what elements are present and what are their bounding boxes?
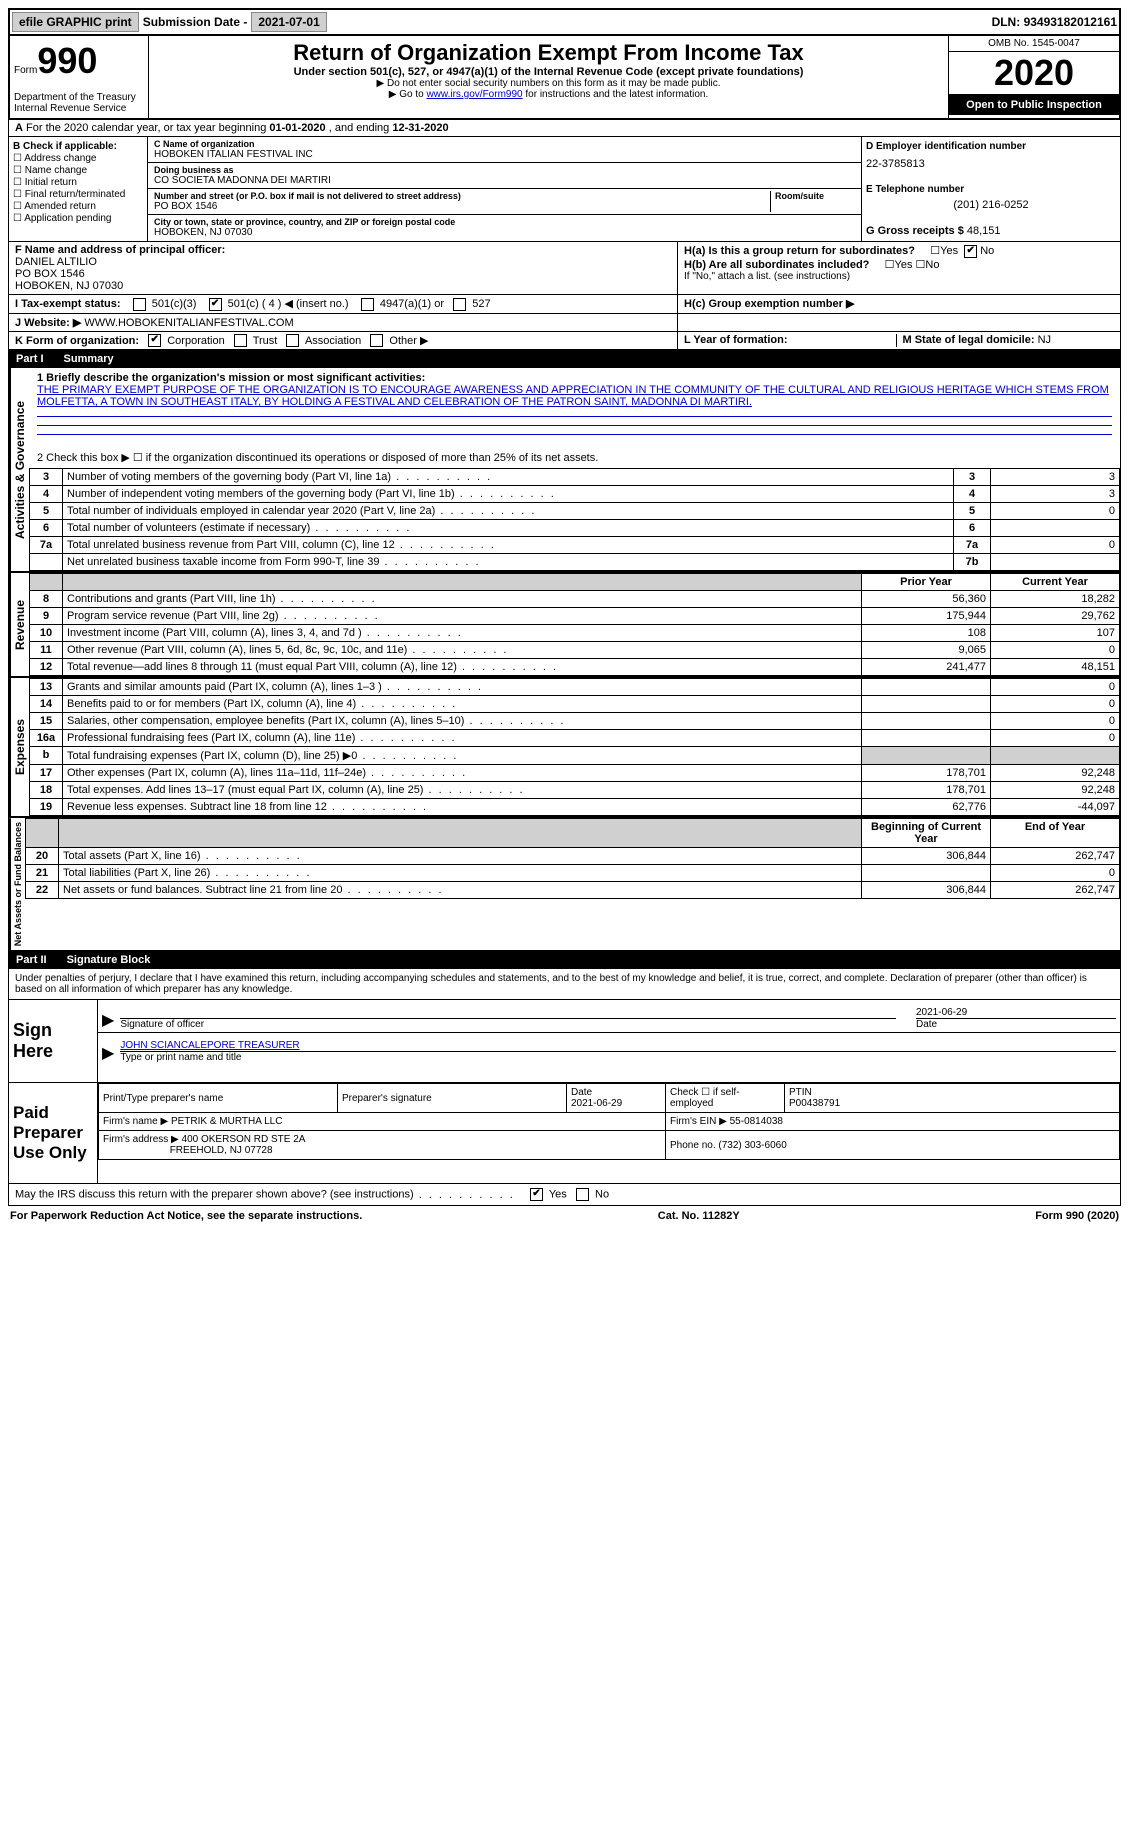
dba: CO SOCIETA MADONNA DEI MARTIRI: [154, 175, 855, 186]
form-box: Form 990 Department of the Treasury Inte…: [10, 36, 149, 118]
section-bcd: B Check if applicable: ☐ Address change …: [8, 137, 1121, 242]
website: WWW.HOBOKENITALIANFESTIVAL.COM: [81, 317, 293, 329]
row-a: A For the 2020 calendar year, or tax yea…: [8, 120, 1121, 137]
chk-amended[interactable]: ☐ Amended return: [13, 201, 143, 212]
form-subtitle: Under section 501(c), 527, or 4947(a)(1)…: [153, 66, 944, 78]
discuss-yes[interactable]: [530, 1188, 543, 1201]
efile-badge: efile GRAPHIC print: [12, 12, 139, 32]
title-box: Return of Organization Exempt From Incom…: [149, 36, 948, 118]
preparer-table: Print/Type preparer's name Preparer's si…: [98, 1083, 1120, 1160]
col-d: D Employer identification number 22-3785…: [861, 137, 1120, 241]
tax-year: 2020: [949, 52, 1119, 95]
part2-body: Under penalties of perjury, I declare th…: [8, 969, 1121, 1206]
firm-ein: 55-0814038: [730, 1116, 783, 1127]
rev-table: Prior YearCurrent Year 8Contributions an…: [29, 573, 1120, 676]
omb-number: OMB No. 1545-0047: [949, 36, 1119, 52]
row-j: J Website: ▶ WWW.HOBOKENITALIANFESTIVAL.…: [8, 314, 1121, 332]
paid-prep-label: Paid Preparer Use Only: [9, 1083, 98, 1183]
hc: H(c) Group exemption number ▶: [678, 295, 1120, 313]
chk-initial[interactable]: ☐ Initial return: [13, 177, 143, 188]
gov-table: 3Number of voting members of the governi…: [29, 468, 1120, 571]
ein: 22-3785813: [866, 158, 1116, 170]
form-note1: ▶ Do not enter social security numbers o…: [153, 78, 944, 89]
tax-status: I Tax-exempt status: 501(c)(3) 501(c) ( …: [9, 295, 678, 313]
chk-name[interactable]: ☐ Name change: [13, 165, 143, 176]
firm-name: PETRIK & MURTHA LLC: [171, 1116, 283, 1127]
row-i: I Tax-exempt status: 501(c)(3) 501(c) ( …: [8, 295, 1121, 314]
side-governance: Activities & Governance: [9, 368, 29, 571]
col-c: C Name of organization HOBOKEN ITALIAN F…: [148, 137, 861, 241]
dept-label: Department of the Treasury Internal Reve…: [14, 92, 144, 114]
footer: For Paperwork Reduction Act Notice, see …: [8, 1206, 1121, 1226]
501c4-check[interactable]: [209, 298, 222, 311]
gross-receipts: G Gross receipts $ 48,151: [866, 225, 1116, 237]
line2: 2 Check this box ▶ ☐ if the organization…: [29, 447, 1120, 468]
ptin: P00438791: [789, 1098, 840, 1109]
arrow-icon: ▶: [102, 1043, 114, 1063]
discuss-row: May the IRS discuss this return with the…: [9, 1183, 1120, 1205]
subdate-value: 2021-07-01: [251, 12, 326, 32]
mission-text: THE PRIMARY EXEMPT PURPOSE OF THE ORGANI…: [37, 384, 1109, 408]
form-title: Return of Organization Exempt From Incom…: [153, 40, 944, 66]
col-h: H(a) Is this a group return for subordin…: [678, 242, 1120, 294]
part1-header: Part I Summary: [8, 350, 1121, 368]
col-b: B Check if applicable: ☐ Address change …: [9, 137, 148, 241]
net-table: Beginning of Current YearEnd of Year 20T…: [25, 818, 1120, 899]
side-expenses: Expenses: [9, 678, 29, 816]
form-note2: ▶ Go to www.irs.gov/Form990 for instruct…: [153, 89, 944, 100]
top-bar: efile GRAPHIC print Submission Date - 20…: [8, 8, 1121, 36]
row-k: K Form of organization: Corporation Trus…: [8, 332, 1121, 351]
corp-check[interactable]: [148, 334, 161, 347]
chk-final[interactable]: ☐ Final return/terminated: [13, 189, 143, 200]
exp-table: 13Grants and similar amounts paid (Part …: [29, 678, 1120, 816]
dln: DLN: 93493182012161: [992, 15, 1117, 29]
city: HOBOKEN, NJ 07030: [154, 227, 855, 238]
form-ref: Form 990 (2020): [1035, 1210, 1119, 1222]
firm-phone: (732) 303-6060: [718, 1140, 786, 1151]
penalty-text: Under penalties of perjury, I declare th…: [9, 969, 1120, 1000]
ha-no-check[interactable]: [964, 245, 977, 258]
discuss-no[interactable]: [576, 1188, 589, 1201]
part2-header: Part II Signature Block: [8, 951, 1121, 969]
phone: (201) 216-0252: [866, 199, 1116, 211]
side-netassets: Net Assets or Fund Balances: [9, 818, 25, 950]
chk-address[interactable]: ☐ Address change: [13, 153, 143, 164]
inspection-badge: Open to Public Inspection: [949, 95, 1119, 115]
instructions-link[interactable]: www.irs.gov/Form990: [426, 89, 522, 100]
part1-body: Activities & Governance 1 Briefly descri…: [8, 368, 1121, 951]
arrow-icon: ▶: [102, 1010, 114, 1030]
org-name: HOBOKEN ITALIAN FESTIVAL INC: [154, 149, 855, 160]
row-fh: F Name and address of principal officer:…: [8, 242, 1121, 295]
sign-here-label: Sign Here: [9, 1000, 98, 1082]
officer-name: JOHN SCIANCALEPORE TREASURER: [120, 1040, 299, 1051]
col-f: F Name and address of principal officer:…: [9, 242, 678, 294]
header: Form 990 Department of the Treasury Inte…: [8, 36, 1121, 120]
subdate-label: Submission Date -: [143, 15, 248, 29]
side-revenue: Revenue: [9, 573, 29, 676]
omb-box: OMB No. 1545-0047 2020 Open to Public In…: [948, 36, 1119, 118]
street: PO BOX 1546: [154, 201, 770, 212]
chk-pending[interactable]: ☐ Application pending: [13, 213, 143, 224]
